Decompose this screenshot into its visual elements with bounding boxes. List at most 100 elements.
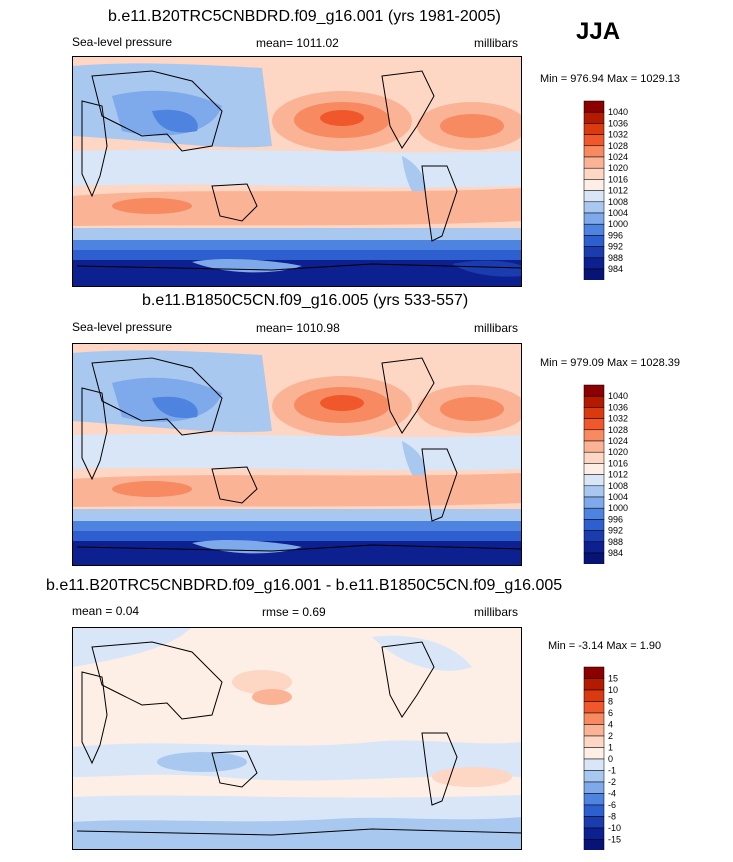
colorbar-1-tick-label: 1024 [608,152,628,162]
panel-1-map [72,56,522,287]
colorbar-1-tick-label: 1004 [608,208,628,218]
panel-1-mean-label: mean= 1011.02 [256,36,339,50]
colorbar-2-tick-label: 992 [608,526,623,536]
colorbar-1-box [583,111,605,124]
colorbar-3-box [583,724,605,737]
panel-2-minmax-label: Min = 979.09 Max = 1028.39 [540,357,681,369]
colorbar-2-tick-label: 996 [608,514,623,524]
colorbar-1-box [583,145,605,158]
panel-1-title: b.e11.B20TRC5CNBDRD.f09_g16.001 (yrs 198… [108,8,501,25]
colorbar-3-tick-label: 8 [608,697,613,707]
colorbar-2-box [583,463,605,475]
colorbar-3-tick-label: -15 [608,835,621,845]
colorbar-2-tick-label: 988 [608,537,623,547]
colorbar-3-box [583,701,605,714]
colorbar-3-tick-label: -1 [608,766,616,776]
colorbar-3-tick-label: 10 [608,685,618,695]
colorbar-1-tick-label: 1036 [608,118,628,128]
colorbar-3-box [583,793,605,806]
colorbar-3-box [583,666,605,679]
panel-3-map [72,627,522,850]
colorbar-3-box [583,678,605,691]
colorbar-3-box [583,712,605,725]
colorbar-1-tick-label: 992 [608,242,623,252]
colorbar-3-box [583,689,605,702]
colorbar-3-box [583,735,605,748]
panel-3-mean-label: mean = 0.04 [72,604,140,618]
colorbar-2-tick-label: 1020 [608,447,628,457]
colorbar-3-tick-label: 6 [608,708,613,718]
colorbar-2-box [583,496,605,509]
colorbar-3-tick-label: -10 [608,823,621,833]
colorbar-3-tick-label: 0 [608,754,613,764]
colorbar-3-tick-label: -4 [608,789,616,799]
colorbar-2-tick-label: 984 [608,548,623,558]
colorbar-2-tick-label: 1008 [608,481,628,491]
colorbar-1-tick-label: 1040 [608,107,628,117]
colorbar-1-box [583,190,605,203]
panel-1-minmax-label: Min = 976.94 Max = 1029.13 [540,73,681,85]
colorbar-1-box [583,257,605,270]
colorbar-1-box [583,100,605,113]
colorbar-1-box [583,123,605,135]
colorbar-2-box [583,407,605,419]
colorbar-2-tick-label: 1004 [608,492,628,502]
panel-2-title: b.e11.B1850C5CN.f09_g16.005 (yrs 533-557… [142,292,469,309]
colorbar-3-box [583,804,605,817]
colorbar-1-tick-label: 1000 [608,219,628,229]
colorbar-1-box [583,179,605,191]
panel-3-title: b.e11.B20TRC5CNBDRD.f09_g16.001 - b.e11.… [46,577,563,594]
colorbar-2-tick-label: 1024 [608,436,628,446]
colorbar-2-box [583,418,605,431]
panel-3-units-label: millibars [474,605,519,619]
colorbar-2-box [583,519,605,531]
colorbar-1-box [583,212,605,225]
colorbar-3-tick-label: -8 [608,812,616,822]
colorbar-1-tick-label: 1032 [608,130,628,140]
colorbar-1-tick-label: 996 [608,230,623,240]
season-label: JJA [576,18,621,45]
colorbar-2-box [583,384,605,397]
colorbar-1-box [583,268,605,280]
colorbar-3-tick-label: -2 [608,777,616,787]
colorbar-1-box [583,201,605,214]
colorbar-2-tick-label: 1000 [608,503,628,513]
colorbar-3-box [583,839,605,850]
colorbar-1-tick-label: 984 [608,264,623,274]
colorbar-1-box [583,134,605,147]
colorbar-1-box [583,235,605,247]
colorbar-2-tick-label: 1028 [608,425,628,435]
colorbar-2-tick-label: 1036 [608,402,628,412]
colorbar-3-box [583,758,605,771]
colorbar-1-box [583,223,605,236]
colorbar-2-box [583,451,605,464]
colorbar-2-box [583,552,605,564]
colorbar-1-tick-label: 1028 [608,141,628,151]
colorbar-1-box [583,167,605,180]
colorbar-2-box [583,541,605,554]
colorbar-3-tick-label: 15 [608,674,618,684]
colorbar-3-tick-label: -6 [608,800,616,810]
colorbar-2-box [583,429,605,442]
colorbar-1-box [583,156,605,169]
colorbar-2-tick-label: 1040 [608,391,628,401]
colorbar-2-tick-label: 1012 [608,470,628,480]
colorbar-1-tick-label: 1008 [608,197,628,207]
colorbar-2-tick-label: 1032 [608,414,628,424]
colorbar-2-box [583,485,605,498]
panel-1-units-label: millibars [474,36,519,50]
colorbar-3-tick-label: 4 [608,720,613,730]
colorbar-1-tick-label: 1016 [608,174,628,184]
colorbar-2-box [583,440,605,453]
colorbar-3-tick-label: 1 [608,743,613,753]
colorbar-1-box [583,246,605,259]
colorbar-3-box [583,816,605,829]
colorbar-1-tick-label: 1020 [608,163,628,173]
colorbar-3-box [583,781,605,794]
colorbar-3-box [583,747,605,760]
colorbar-3-box [583,770,605,783]
colorbar-3-box [583,827,605,840]
colorbar-2-box [583,507,605,520]
